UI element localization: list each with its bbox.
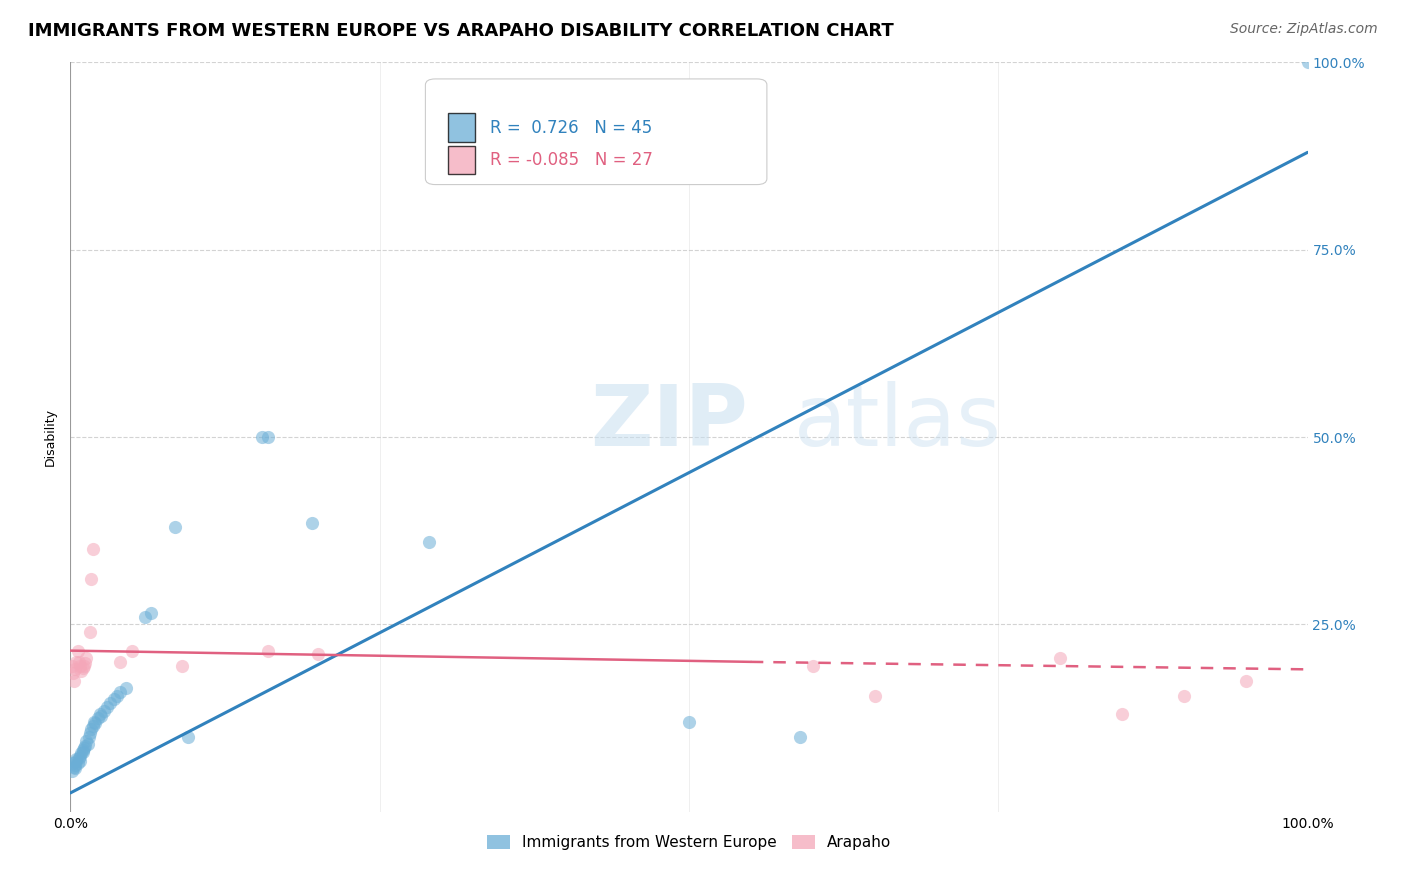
Point (789, 730, 811, 744)
Point (75, 733, 97, 747)
Point (257, 643, 280, 657)
Point (65, 754, 87, 768)
Text: R =  0.726   N = 45: R = 0.726 N = 45 (489, 119, 652, 136)
Point (66, 643, 89, 657)
Point (678, 714, 700, 729)
Point (165, 520, 187, 534)
Point (75, 651, 97, 665)
Text: IMMIGRANTS FROM WESTERN EUROPE VS ARAPAHO DISABILITY CORRELATION CHART: IMMIGRANTS FROM WESTERN EUROPE VS ARAPAH… (28, 22, 894, 40)
Point (72, 745, 94, 759)
Point (86, 711, 108, 725)
Point (75, 739, 97, 753)
Point (63, 760, 86, 774)
Point (1234, 673, 1257, 688)
Point (65, 655, 87, 669)
Text: atlas: atlas (794, 381, 1002, 464)
Point (257, 430, 280, 444)
Point (801, 658, 824, 673)
FancyBboxPatch shape (426, 78, 766, 185)
Point (65, 761, 87, 775)
Text: Source: ZipAtlas.com: Source: ZipAtlas.com (1230, 22, 1378, 37)
Point (65, 758, 87, 772)
Point (105, 689, 128, 703)
Point (72, 661, 94, 675)
Point (93, 704, 115, 718)
Point (1296, 55, 1319, 70)
Point (65, 662, 87, 676)
Point (115, 681, 138, 695)
Point (73, 741, 96, 756)
Point (139, 606, 162, 620)
Point (67, 751, 90, 765)
Point (121, 643, 143, 657)
Point (62, 756, 84, 770)
Point (1111, 707, 1133, 722)
Point (84, 716, 107, 731)
Point (65, 752, 87, 766)
Point (70, 746, 93, 760)
Point (76, 737, 98, 751)
Point (1173, 689, 1195, 703)
Point (79, 726, 101, 740)
Point (307, 648, 329, 662)
Point (60, 764, 83, 778)
Legend: Immigrants from Western Europe, Arapaho: Immigrants from Western Europe, Arapaho (481, 830, 897, 856)
Point (89, 707, 111, 722)
Point (108, 655, 131, 669)
Point (69, 754, 91, 768)
Point (418, 535, 440, 549)
Point (75, 657, 97, 671)
Text: ZIP: ZIP (591, 381, 748, 464)
Point (103, 692, 125, 706)
Point (134, 610, 156, 624)
Point (62, 666, 84, 681)
FancyBboxPatch shape (447, 113, 475, 142)
Point (69, 658, 91, 673)
Point (170, 658, 193, 673)
Point (79, 624, 101, 639)
Point (96, 699, 118, 714)
Point (90, 708, 112, 723)
Point (83, 714, 105, 729)
Point (82, 718, 104, 732)
Point (98, 696, 121, 710)
Point (250, 430, 273, 444)
Point (863, 689, 886, 703)
Point (1049, 651, 1071, 665)
Point (82, 542, 104, 557)
Point (80, 723, 103, 737)
Point (301, 516, 323, 531)
Point (60, 658, 83, 673)
Point (80, 573, 103, 587)
Point (67, 655, 90, 669)
Point (66, 756, 89, 770)
Point (70, 664, 93, 678)
Point (69, 748, 91, 763)
Point (72, 743, 94, 757)
Text: R = -0.085   N = 27: R = -0.085 N = 27 (489, 151, 652, 169)
Point (63, 673, 86, 688)
Y-axis label: Disability: Disability (44, 408, 58, 467)
Point (73, 658, 96, 673)
FancyBboxPatch shape (447, 145, 475, 174)
Point (108, 685, 131, 699)
Point (77, 730, 100, 744)
Point (177, 730, 200, 744)
